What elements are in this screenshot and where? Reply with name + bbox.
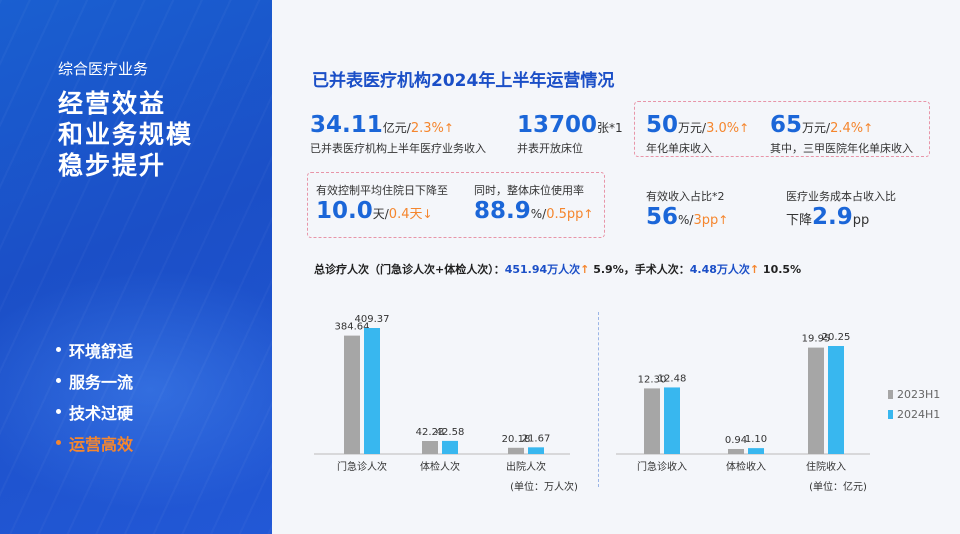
chart-visits: 384.64 409.37 门急诊人次 42.23 42.58 体检人次 20.18 21.6… (300, 300, 596, 500)
data-label: 384.64 (335, 322, 370, 333)
data-label: 20.18 (502, 434, 531, 445)
data-label: 42.23 (416, 427, 445, 438)
chart-divider (598, 312, 599, 487)
up-arrow-icon: ↑ (583, 207, 594, 221)
bar-2023H1-2 (508, 447, 524, 454)
category-label: 门急诊人次 (337, 460, 387, 473)
left-panel: 综合医疗业务 经营效益 和业务规模 稳步提升 环境舒适 服务一流 技术过硬 运营… (0, 0, 272, 534)
category-label: 门急诊收入 (637, 460, 687, 473)
kpi-bed-income: 50万元/3.0%↑ 年化单床收入 (646, 112, 750, 155)
data-label: 42.58 (436, 427, 465, 438)
data-label: 1.10 (745, 434, 767, 445)
bullet-dot-icon (56, 440, 61, 445)
section-subtitle: 综合医疗业务 (58, 60, 149, 78)
up-arrow-icon: ↑ (749, 263, 760, 276)
data-label: 0.94 (725, 435, 747, 446)
kpi-cost-ratio: 医疗业务成本占收入比 下降2.9pp (786, 190, 896, 230)
kpi-stay: 有效控制平均住院日下降至 10.0天/0.4天↓ (316, 184, 448, 224)
bar-2023H1-1 (728, 448, 744, 454)
highlight-box (307, 172, 605, 238)
legend-item-2024: 2024H1 (888, 404, 940, 424)
headline-line: 稳步提升 (58, 151, 167, 180)
bullet-item: 服务一流 (56, 365, 133, 396)
bar-2024H1-1 (442, 440, 458, 454)
category-label: 住院收入 (806, 460, 846, 473)
data-label: 12.48 (658, 373, 687, 384)
up-arrow-icon: ↑ (718, 213, 729, 227)
kpi-effective-income: 有效收入占比*2 56%/3pp↑ (646, 190, 729, 230)
up-arrow-icon: ↑ (739, 121, 750, 135)
headline-line: 经营效益 (58, 89, 167, 118)
up-arrow-icon: ↑ (863, 121, 874, 135)
bar-2024H1-0 (664, 387, 680, 454)
down-arrow-icon: ↓ (422, 207, 433, 221)
data-label: 12.30 (638, 374, 667, 385)
legend-swatch (888, 389, 893, 399)
legend-swatch (888, 409, 893, 419)
headline: 经营效益 和业务规模 稳步提升 (58, 88, 193, 181)
unit-label: (单位：亿元) (809, 480, 867, 493)
bullet-item-highlight: 运营高效 (56, 427, 133, 458)
data-label: 409.37 (355, 314, 390, 325)
up-arrow-icon: ↑ (443, 121, 454, 135)
bullet-item: 环境舒适 (56, 334, 133, 365)
bullet-dot-icon (56, 378, 61, 383)
kpi-revenue: 34.11亿元/2.3%↑ 已并表医疗机构上半年医疗业务收入 (310, 112, 486, 155)
category-label: 出院人次 (506, 460, 546, 473)
data-label: 20.25 (822, 332, 851, 343)
bar-2024H1-1 (748, 448, 764, 454)
bullet-dot-icon (56, 409, 61, 414)
kpi-beds: 13700张*1 并表开放床位 (517, 112, 623, 155)
bar-2023H1-0 (644, 388, 660, 454)
bar-2024H1-0 (364, 328, 380, 454)
category-label: 体检人次 (420, 460, 460, 473)
category-label: 体检收入 (726, 460, 766, 473)
chart-income: 12.30 12.48 门急诊收入 0.94 1.10 体检收入 19.95 20.25 住院收… (606, 300, 876, 500)
bullet-dot-icon (56, 347, 61, 352)
data-label: 19.95 (802, 334, 831, 345)
bullet-list: 环境舒适 服务一流 技术过硬 运营高效 (56, 334, 133, 458)
page-title: 已并表医疗机构2024年上半年运营情况 (312, 71, 615, 91)
bar-2024H1-2 (828, 346, 844, 454)
highlight-box (634, 101, 930, 157)
chart-legend: 2023H1 2024H1 (888, 384, 940, 424)
bar-2024H1-2 (528, 447, 544, 454)
bar-2023H1-2 (808, 347, 824, 454)
bar-2023H1-0 (344, 335, 360, 454)
legend-item-2023: 2023H1 (888, 384, 940, 404)
kpi-usage: 同时，整体床位使用率 88.9%/0.5pp↑ (474, 184, 594, 224)
kpi-tier3-bed-income: 65万元/2.4%↑ 其中，三甲医院年化单床收入 (770, 112, 913, 155)
bullet-item: 技术过硬 (56, 396, 133, 427)
unit-label: (单位：万人次) (510, 480, 578, 493)
up-arrow-icon: ↑ (580, 263, 590, 276)
headline-line: 和业务规模 (58, 120, 194, 149)
visits-summary: 总诊疗人次（门急诊人次+体检人次）：451.94万人次↑ 5.9%，手术人次：4… (314, 263, 802, 276)
data-label: 21.67 (522, 433, 551, 444)
bar-2023H1-1 (422, 441, 438, 454)
